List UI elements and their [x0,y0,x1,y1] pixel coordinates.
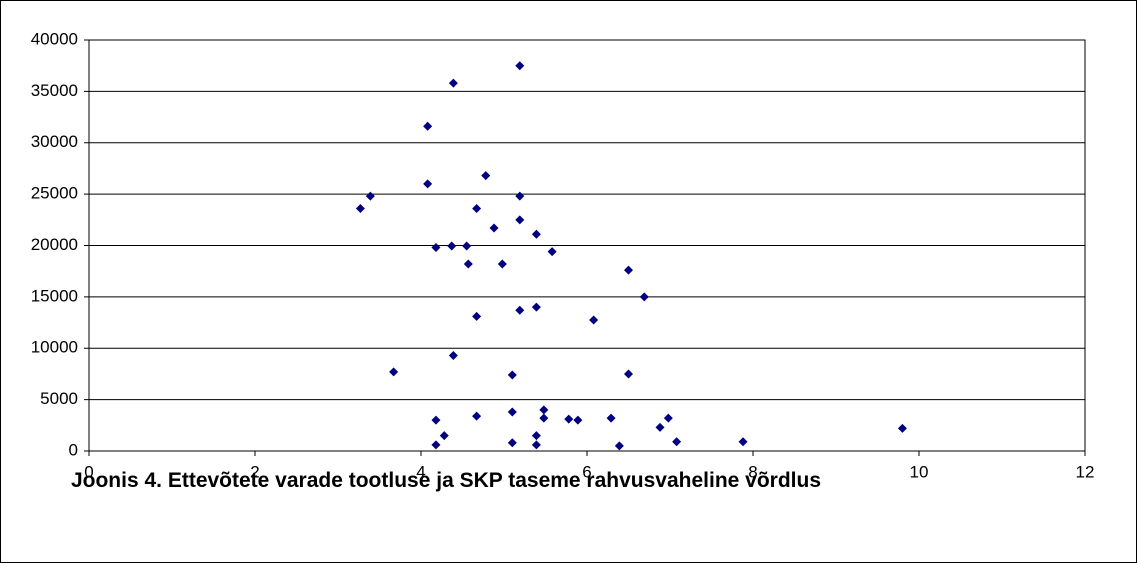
data-point [897,423,907,433]
data-point [463,259,473,269]
x-tick-label: 4 [416,462,425,481]
data-point [655,422,665,432]
y-tick-label: 20000 [31,235,78,254]
chart-title: Joonis 4. Ettevõtete varade tootluse ja … [70,469,822,492]
data-point [507,438,517,448]
data-point [589,315,599,325]
data-point [531,302,541,312]
x-tick-label: 6 [582,462,591,481]
data-point [448,78,458,88]
data-point [423,179,433,189]
data-point [639,292,649,302]
data-point [462,241,472,251]
data-point [515,305,525,315]
data-point [448,350,458,360]
data-point [573,415,583,425]
data-point [439,431,449,441]
data-point [624,369,633,379]
x-tick-label: 2 [250,462,259,481]
data-point [547,247,557,257]
data-point [355,204,365,214]
x-tick-label: 8 [748,462,757,481]
data-point [507,407,517,417]
x-tick-label: 12 [1076,462,1095,481]
y-tick-label: 0 [69,440,78,459]
data-point [614,441,624,451]
x-tick-label: 10 [910,462,929,481]
data-point [423,121,433,131]
y-tick-label: 10000 [31,338,78,357]
data-point [531,229,541,239]
data-point [515,61,525,71]
data-point [624,265,633,275]
data-point [365,191,375,201]
data-point [489,223,499,233]
data-point [531,431,541,441]
y-tick-label: 30000 [31,132,78,151]
data-point [539,413,549,423]
data-point [515,191,525,201]
data-point [447,241,457,251]
data-point [389,367,399,377]
data-point [431,440,441,450]
data-point [431,243,441,253]
data-point [515,215,525,225]
data-point [481,171,491,181]
data-point [472,411,482,421]
data-point [531,440,541,450]
data-point [431,415,441,425]
y-tick-label: 5000 [40,389,78,408]
data-point [564,414,574,424]
data-point [663,413,673,423]
data-point [672,437,682,447]
y-tick-label: 40000 [31,29,78,48]
data-point [497,259,507,269]
y-tick-label: 35000 [31,81,78,100]
data-point [539,405,549,415]
x-tick-label: 0 [84,462,93,481]
data-point [507,370,517,380]
y-tick-label: 25000 [31,184,78,203]
data-point [738,437,748,447]
data-point [472,204,482,214]
data-point [606,413,616,423]
y-tick-label: 15000 [31,286,78,305]
data-point [472,311,482,321]
